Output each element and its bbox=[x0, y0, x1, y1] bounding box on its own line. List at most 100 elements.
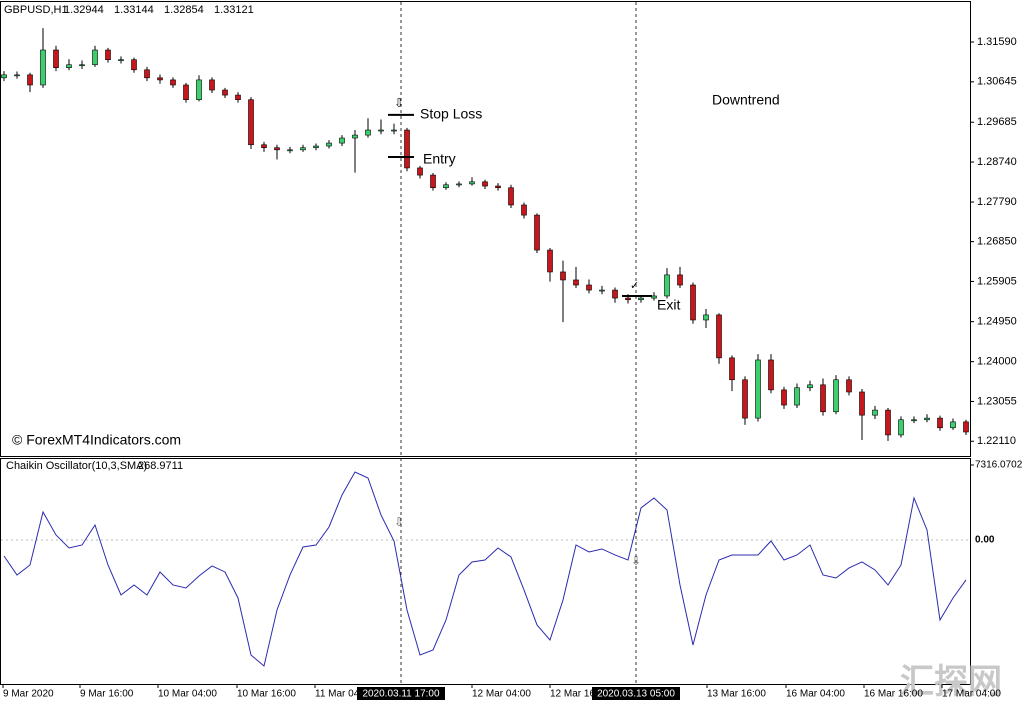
candle-body bbox=[495, 185, 501, 189]
y-tick-label: 1.23055 bbox=[977, 395, 1017, 407]
candle-body bbox=[443, 184, 449, 189]
marker-label-bg bbox=[357, 687, 445, 700]
x-tick-label: 9 Mar 16:00 bbox=[80, 689, 134, 700]
candle-body bbox=[131, 59, 137, 71]
level-label: Entry bbox=[423, 151, 456, 167]
candle-body bbox=[287, 149, 293, 152]
candle-body bbox=[14, 74, 20, 77]
y-tick-label: 7316.0702 bbox=[975, 460, 1023, 471]
x-tick-label: 16 Mar 04:00 bbox=[786, 689, 845, 700]
candle-body bbox=[521, 204, 527, 216]
candle-body bbox=[196, 79, 202, 101]
candle-body bbox=[222, 89, 228, 96]
candle-body bbox=[508, 187, 514, 206]
x-tick-label: 9 Mar 2020 bbox=[3, 689, 54, 700]
candle-body bbox=[430, 174, 436, 189]
arrow-icon: ⇩ bbox=[394, 96, 404, 110]
candle-body bbox=[352, 134, 358, 139]
candle-body bbox=[469, 181, 475, 185]
x-tick-label: 10 Mar 16:00 bbox=[237, 689, 296, 700]
candle-body bbox=[274, 147, 280, 151]
candle-body bbox=[846, 379, 852, 393]
header-ohlc: 1.33144 bbox=[114, 4, 154, 16]
candle-body bbox=[950, 421, 956, 429]
x-tick-label: 12 Mar 04:00 bbox=[472, 689, 531, 700]
candle-body bbox=[326, 142, 332, 147]
candle-body bbox=[534, 214, 540, 251]
candle-body bbox=[586, 284, 592, 291]
candle-body bbox=[807, 384, 813, 389]
candle-body bbox=[313, 145, 319, 149]
y-tick-label: 1.30645 bbox=[977, 76, 1017, 88]
candle-body bbox=[79, 64, 85, 67]
y-tick-label: 1.26850 bbox=[977, 236, 1017, 248]
y-tick-label: 1.22110 bbox=[977, 435, 1016, 447]
candle-body bbox=[1, 74, 7, 79]
y-tick-label: 1.29685 bbox=[977, 116, 1017, 128]
candle-body bbox=[898, 419, 904, 436]
x-tick-label: 17 Mar 04:00 bbox=[942, 689, 1001, 700]
x-tick-label: 10 Mar 04:00 bbox=[158, 689, 217, 700]
candle-body bbox=[872, 409, 878, 416]
y-tick-label: 1.25905 bbox=[977, 275, 1017, 287]
candle-body bbox=[716, 314, 722, 359]
copyright: © ForexMT4Indicators.com bbox=[12, 432, 181, 448]
candle-body bbox=[378, 129, 384, 132]
candle-body bbox=[66, 64, 72, 68]
level-label: Stop Loss bbox=[420, 106, 482, 122]
candle-body bbox=[40, 49, 46, 86]
y-tick-label: 1.24950 bbox=[977, 316, 1017, 328]
candle-body bbox=[963, 421, 969, 433]
main-panel bbox=[0, 1, 971, 457]
indicator-title: Chaikin Oscillator(10,3,SMA) bbox=[6, 460, 147, 472]
candle-body bbox=[235, 94, 241, 101]
x-tick-label: 16 Mar 16:00 bbox=[864, 689, 923, 700]
candle-body bbox=[365, 129, 371, 136]
candle-body bbox=[339, 137, 345, 144]
candle-body bbox=[729, 357, 735, 381]
candle-body bbox=[612, 289, 618, 299]
candle-body bbox=[885, 409, 891, 436]
candle-body bbox=[820, 384, 826, 413]
x-tick-label: 13 Mar 16:00 bbox=[707, 689, 766, 700]
candle-body bbox=[768, 359, 774, 391]
candle-body bbox=[157, 77, 163, 81]
candle-body bbox=[27, 74, 33, 86]
candle-body bbox=[209, 79, 215, 91]
x-tick-label: 11 Mar 04:00 bbox=[315, 689, 374, 700]
annotation: Downtrend bbox=[712, 92, 780, 108]
candle-body bbox=[703, 314, 709, 321]
marker-label: 2020.03.11 17:00 bbox=[362, 689, 440, 700]
candle-body bbox=[859, 391, 865, 416]
candle-body bbox=[781, 389, 787, 406]
oscillator-panel bbox=[0, 458, 971, 685]
arrow-icon: ⇩ bbox=[394, 515, 404, 529]
header-ohlc: 1.32944 bbox=[64, 4, 104, 16]
candle-body bbox=[92, 49, 98, 66]
candle-body bbox=[170, 79, 176, 86]
candle-body bbox=[599, 289, 605, 292]
candle-body bbox=[105, 49, 111, 60]
y-tick-label: 1.27790 bbox=[977, 196, 1017, 208]
candle-body bbox=[573, 279, 579, 286]
indicator-value: 268.9711 bbox=[138, 460, 183, 472]
candle-body bbox=[794, 387, 800, 406]
candle-body bbox=[482, 181, 488, 187]
marker-label-bg bbox=[592, 687, 680, 700]
marker-label: 2020.03.13 05:00 bbox=[597, 689, 675, 700]
candle-body bbox=[742, 379, 748, 419]
candle-body bbox=[937, 417, 943, 429]
candle-body bbox=[183, 84, 189, 101]
candle-body bbox=[924, 417, 930, 421]
candle-body bbox=[391, 129, 397, 132]
candle-body bbox=[547, 249, 553, 273]
candle-body bbox=[456, 183, 462, 186]
candle-body bbox=[118, 59, 124, 61]
check-icon: ✓ bbox=[630, 280, 639, 292]
candle-body bbox=[404, 129, 410, 169]
y-tick-label: 1.28740 bbox=[977, 156, 1017, 168]
header-ohlc: 1.33121 bbox=[214, 4, 254, 16]
candle-body bbox=[651, 295, 657, 299]
y-tick-label: 1.31590 bbox=[977, 36, 1017, 48]
